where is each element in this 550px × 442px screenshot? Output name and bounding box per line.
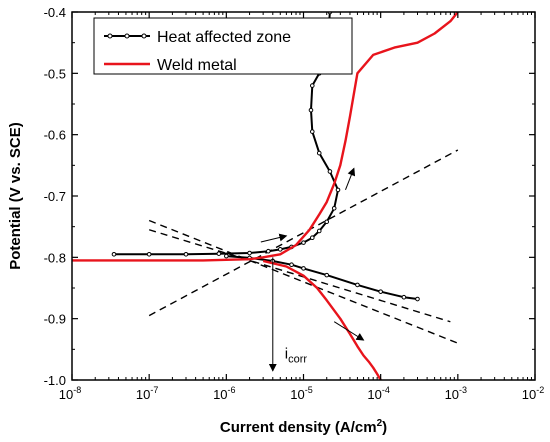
series-point <box>316 150 322 156</box>
series-point <box>309 235 315 241</box>
y-tick-label-2: -0.8 <box>44 250 66 265</box>
series-point <box>183 251 189 257</box>
series-point <box>266 248 271 254</box>
x-tick-label-2: 10-6 <box>213 385 235 402</box>
series-point <box>378 289 383 294</box>
series-point <box>308 107 314 113</box>
series-point <box>335 187 341 193</box>
annotation-arrow-3 <box>333 321 365 341</box>
series-line-3 <box>262 259 382 380</box>
x-tick-label-3: 10-5 <box>290 385 312 402</box>
y-tick-label-6: -0.4 <box>44 5 66 20</box>
legend: Heat affected zone Weld metal <box>93 17 353 75</box>
series-point <box>277 247 283 252</box>
tafel-line-2 <box>148 229 451 323</box>
series-point <box>224 253 229 259</box>
series-point <box>289 262 294 267</box>
series-point <box>309 129 315 134</box>
series-line-2 <box>72 12 459 262</box>
series-point <box>324 219 330 225</box>
y-tick-label-5: -0.5 <box>44 66 66 81</box>
series-point <box>327 169 333 174</box>
plot-area: icorr <box>72 12 459 380</box>
legend-label-0: Heat affected zone <box>157 29 291 46</box>
series-point <box>247 250 252 256</box>
series-line-0 <box>114 12 339 256</box>
series-point <box>301 240 306 245</box>
series-point <box>309 83 315 88</box>
tafel-line-0 <box>148 149 459 317</box>
y-tick-label-4: -0.6 <box>44 128 66 143</box>
series-point <box>355 282 360 288</box>
series-point <box>415 296 420 302</box>
series-point <box>301 266 306 271</box>
legend-marker <box>141 33 147 39</box>
x-tick-label-4: 10-4 <box>367 385 389 402</box>
series-point <box>146 251 152 257</box>
annotation-arrow-1 <box>345 167 356 191</box>
annotation-arrow-2 <box>260 233 288 243</box>
series-point <box>316 228 322 234</box>
legend-marker <box>124 33 130 39</box>
tafel-line-1 <box>148 219 459 344</box>
y-tick-label-0: -1.0 <box>44 373 66 388</box>
series-point <box>324 272 330 278</box>
y-tick-label-3: -0.7 <box>44 189 66 204</box>
x-tick-label-5: 10-3 <box>445 385 467 402</box>
series-point <box>111 251 117 257</box>
x-axis-label: Current density (A/cm2) <box>220 418 387 436</box>
legend-marker <box>107 33 113 39</box>
y-axis-label: Potential (V vs. SCE) <box>7 122 24 270</box>
x-tick-label-1: 10-7 <box>136 385 158 402</box>
x-tick-label-6: 10-2 <box>522 385 544 402</box>
series-point <box>331 205 337 211</box>
y-tick-label-1: -0.9 <box>44 312 66 327</box>
legend-label-1: Weld metal <box>157 57 237 74</box>
annotation-icorr: icorr <box>285 346 308 366</box>
series-point <box>216 251 222 256</box>
series-point <box>401 294 407 300</box>
series-line-1 <box>226 255 418 300</box>
